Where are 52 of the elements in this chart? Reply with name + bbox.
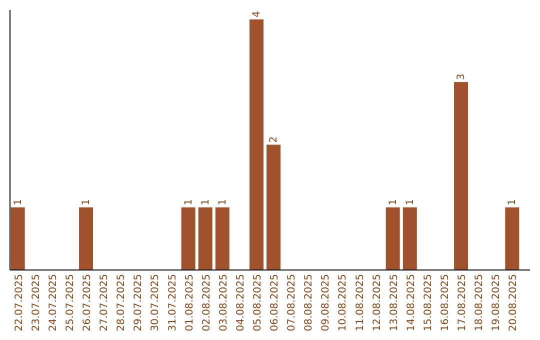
x-tick-label: 22.07.2025: [14, 274, 25, 332]
data-label: 1: [183, 198, 194, 206]
x-tick-label: 18.08.2025: [474, 274, 486, 332]
data-label: 1: [507, 198, 518, 206]
data-label: 2: [268, 136, 280, 143]
x-tick-label: 27.07.2025: [99, 274, 110, 332]
x-tick-label: 28.07.2025: [116, 274, 128, 332]
bar: [266, 144, 281, 270]
bar: [215, 207, 230, 270]
x-tick-label: 13.08.2025: [388, 274, 400, 332]
bar: [181, 207, 196, 270]
x-tick-label: 20.08.2025: [508, 274, 520, 332]
x-tick-label: 09.08.2025: [320, 274, 332, 332]
x-tick-label: 08.08.2025: [304, 274, 315, 332]
x-tick-label: 04.08.2025: [235, 274, 246, 332]
x-tick-label: 31.07.2025: [167, 274, 178, 332]
data-label: 1: [12, 198, 24, 206]
x-tick-label: 24.07.2025: [48, 274, 59, 332]
x-tick-label: 16.08.2025: [440, 274, 451, 332]
bar: [249, 19, 264, 270]
bar: [402, 207, 417, 270]
data-label: 3: [456, 74, 468, 80]
x-tick-label: 14.08.2025: [406, 274, 417, 332]
bar: [79, 207, 94, 270]
bar: [386, 207, 400, 270]
x-tick-label: 29.07.2025: [133, 274, 144, 332]
x-tick-label: 07.08.2025: [286, 274, 298, 332]
x-tick-label: 15.08.2025: [422, 274, 434, 332]
data-label: 1: [217, 198, 228, 206]
x-tick-label: 25.07.2025: [64, 274, 76, 332]
bar: [505, 207, 520, 270]
x-tick-label: 12.08.2025: [372, 274, 383, 332]
x-tick-label: 11.08.2025: [354, 274, 366, 332]
bar: [198, 207, 212, 270]
x-tick-label: 05.08.2025: [252, 274, 264, 332]
data-label: 1: [200, 198, 212, 206]
x-tick-label: 26.07.2025: [82, 274, 94, 332]
data-label: 1: [81, 198, 92, 206]
x-tick-label: 19.08.2025: [491, 274, 502, 332]
x-tick-label: 02.08.2025: [201, 274, 212, 332]
x-tick-label: 06.08.2025: [270, 274, 281, 332]
x-tick-label: 03.08.2025: [218, 274, 230, 332]
x-tick-label: 30.07.2025: [150, 274, 162, 332]
data-label: 1: [388, 198, 399, 206]
x-tick-label: 23.07.2025: [30, 274, 42, 332]
bar: [10, 207, 25, 270]
x-tick-label: 01.08.2025: [184, 274, 196, 332]
data-label: 1: [404, 198, 416, 206]
data-label: 4: [251, 11, 262, 18]
bar: [454, 82, 468, 270]
x-tick-label: 17.08.2025: [457, 274, 468, 332]
x-tick-label: 10.08.2025: [338, 274, 349, 332]
